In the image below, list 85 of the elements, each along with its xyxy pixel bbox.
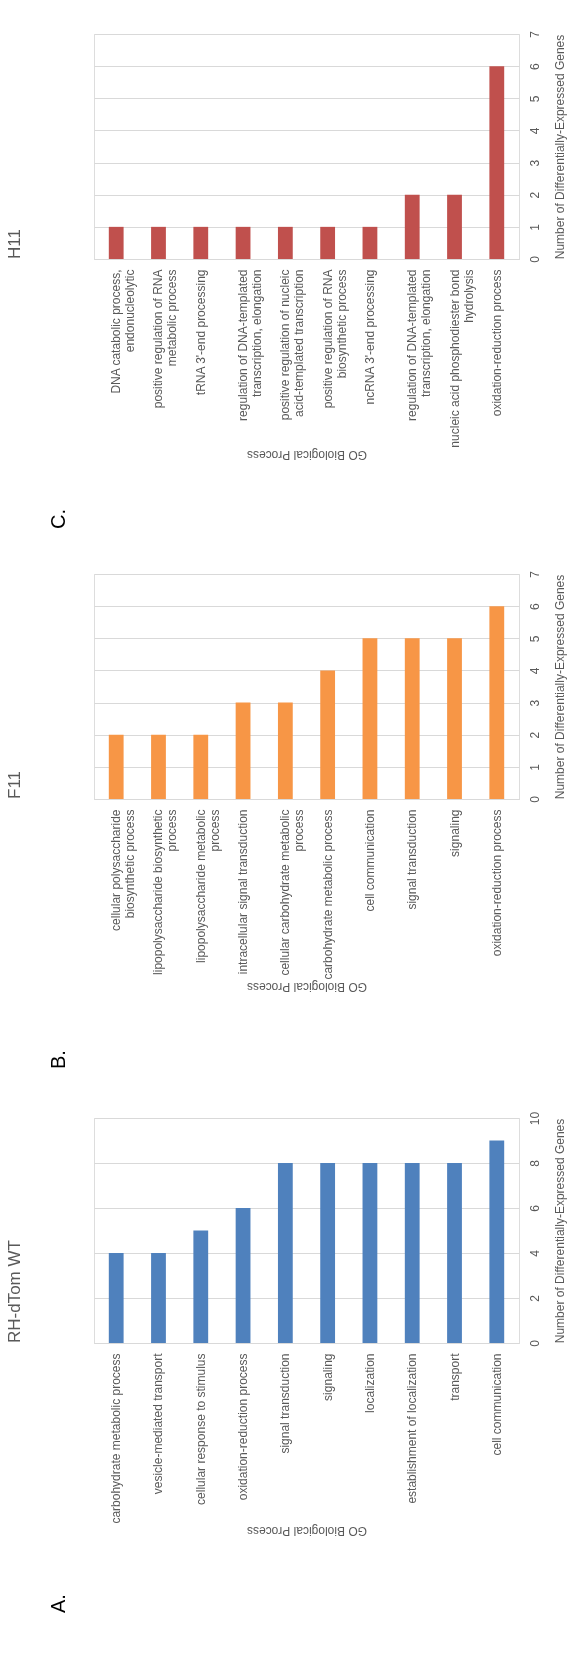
bar: [193, 1230, 209, 1343]
y-tick-label: 6: [527, 602, 542, 610]
bar: [108, 734, 124, 799]
x-tick-label: DNA catabolic process, endonucleolytic: [109, 269, 138, 394]
bar: [447, 638, 462, 799]
x-tick-label: signaling: [447, 809, 462, 857]
x-tick-label: oxidation-reduction process: [489, 269, 504, 417]
bar: [193, 226, 209, 259]
x-tick-label: tRNA 3'-end processing: [193, 269, 208, 396]
y-tick-label: 7: [527, 570, 542, 578]
bar: [235, 702, 251, 799]
x-tick-label: cellular response to stimulus: [193, 1353, 208, 1505]
bar: [404, 194, 420, 259]
bar: [235, 226, 251, 259]
y-tick-label: 5: [527, 635, 542, 643]
y-tick-label: 4: [527, 127, 542, 135]
bar: [320, 670, 336, 799]
bar: [447, 194, 462, 259]
bar: [277, 226, 293, 259]
bar: [108, 226, 124, 259]
bar: [235, 1208, 251, 1343]
x-tick-label: cell communication: [362, 809, 377, 912]
text: F11: [5, 770, 24, 799]
y-axis-title: Number of Differentially-Expressed Genes: [552, 34, 567, 260]
y-tick-label: 6: [527, 62, 542, 70]
y-tick-label: 3: [527, 159, 542, 167]
x-tick-label: localization: [362, 1353, 377, 1413]
y-tick-label: 3: [527, 699, 542, 707]
x-tick-label: carbohydrate metabolic process: [109, 1353, 124, 1524]
bar: [489, 1140, 505, 1343]
bar: [489, 606, 505, 799]
x-tick-label: intracellular signal transduction: [236, 809, 251, 975]
y-tick-label: 6: [527, 1204, 542, 1212]
x-axis-title: GO Biological Process: [246, 447, 368, 462]
text: RH-dTom WT: [5, 1240, 24, 1343]
bar: [404, 1163, 420, 1343]
bar: [151, 226, 166, 259]
x-tick-label: establishment of localization: [405, 1353, 420, 1504]
x-tick-label: vesicle-mediated transport: [151, 1352, 166, 1495]
y-tick-label: 0: [527, 1339, 542, 1347]
x-tick-label: cell communication: [489, 1353, 504, 1456]
bar: [193, 734, 209, 799]
x-tick-label: ncRNA 3'-end processing: [362, 269, 377, 405]
bar: [362, 226, 378, 259]
bar: [320, 226, 336, 259]
bar: [489, 66, 505, 259]
y-tick-label: 8: [527, 1159, 542, 1167]
bar: [151, 734, 166, 799]
x-tick-label: signaling: [320, 1353, 335, 1401]
text: H11: [5, 229, 24, 259]
y-axis-title: Number of Differentially-Expressed Genes: [552, 1118, 567, 1344]
x-axis-title: GO Biological Process: [246, 979, 368, 994]
x-tick-label: cellular polysaccharide biosynthetic process: [109, 809, 138, 931]
y-tick-label: 0: [527, 255, 542, 263]
bar: [362, 1163, 378, 1343]
x-tick-label: carbohydrate metabolic process: [320, 809, 335, 980]
text: B.: [47, 1050, 69, 1069]
text: C.: [47, 509, 69, 529]
y-tick-label: 5: [527, 95, 542, 103]
bar: [277, 1163, 293, 1343]
y-tick-label: 4: [527, 1249, 542, 1257]
bar: [108, 1253, 124, 1343]
text: A.: [47, 1594, 69, 1613]
bar: [320, 1163, 336, 1343]
bar: [151, 1253, 166, 1343]
x-tick-label: transport: [447, 1352, 462, 1401]
bar: [277, 702, 293, 799]
y-tick-label: 4: [527, 667, 542, 675]
x-tick-label: oxidation-reduction process: [236, 1353, 251, 1501]
y-tick-label: 0: [527, 795, 542, 803]
y-tick-label: 7: [527, 30, 542, 38]
x-tick-label: signal transduction: [278, 1353, 293, 1454]
bar: [404, 638, 420, 799]
bar: [362, 638, 378, 799]
x-axis-title: GO Biological Process: [246, 1523, 368, 1538]
bar: [447, 1163, 462, 1343]
x-tick-label: oxidation-reduction process: [489, 809, 504, 957]
y-tick-label: 2: [527, 731, 542, 739]
y-tick-label: 2: [527, 191, 542, 199]
y-tick-label: 10: [527, 1111, 542, 1126]
x-tick-label: signal transduction: [405, 809, 420, 910]
y-tick-label: 1: [527, 223, 542, 231]
y-tick-label: 1: [527, 763, 542, 771]
y-axis-title: Number of Differentially-Expressed Genes: [552, 574, 567, 800]
y-tick-label: 2: [527, 1294, 542, 1302]
